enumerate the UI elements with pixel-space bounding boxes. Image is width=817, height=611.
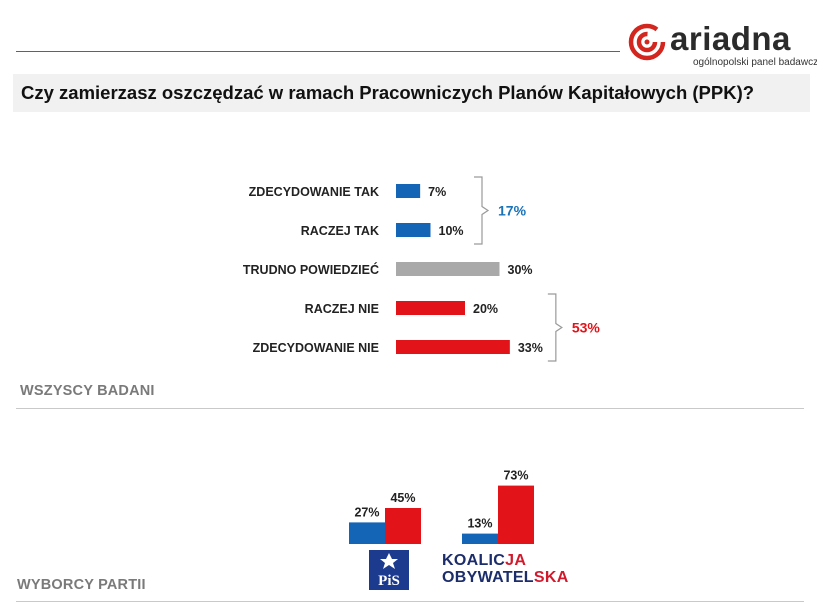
group-total-label: 17% bbox=[498, 203, 527, 219]
party-bar bbox=[462, 533, 498, 544]
bar-value-label: 33% bbox=[518, 341, 543, 355]
bar-category-label: RACZEJ TAK bbox=[301, 224, 379, 238]
ko-logo-text-2a: OBYWATEL bbox=[442, 569, 534, 586]
group-bracket bbox=[547, 293, 563, 362]
bar-category-label: ZDECYDOWANIE NIE bbox=[253, 341, 379, 355]
bar-category-label: ZDECYDOWANIE TAK bbox=[249, 185, 379, 199]
party-bar bbox=[349, 522, 385, 544]
ko-logo-text-2b: SKA bbox=[533, 569, 569, 586]
section-label-voters: WYBORCY PARTII bbox=[17, 577, 146, 593]
ko-logo-text-1a: KOALIC bbox=[442, 552, 506, 569]
title-bar: Czy zamierzasz oszczędzać w ramach Praco… bbox=[13, 74, 810, 112]
bar bbox=[396, 262, 500, 276]
ariadna-logo: ariadna ogólnopolski panel badawczy bbox=[626, 20, 817, 70]
party-bar bbox=[498, 485, 534, 544]
party-bar-value-label: 73% bbox=[503, 469, 528, 483]
ko-logo-text-1b: JA bbox=[505, 552, 527, 569]
section-rule-voters bbox=[16, 601, 804, 602]
section-label-all: WSZYSCY BADANI bbox=[20, 383, 155, 399]
chart-title: Czy zamierzasz oszczędzać w ramach Praco… bbox=[21, 82, 755, 103]
group-total-label: 53% bbox=[572, 320, 601, 336]
party-bar-value-label: 45% bbox=[390, 491, 415, 505]
header-rule bbox=[16, 51, 620, 52]
brand-name: ariadna bbox=[670, 20, 791, 57]
bar bbox=[396, 301, 465, 315]
bar-category-label: RACZEJ NIE bbox=[305, 302, 379, 316]
pis-logo: PiS bbox=[369, 550, 409, 590]
bar-value-label: 10% bbox=[439, 224, 464, 238]
group-bracket bbox=[474, 176, 490, 245]
bar bbox=[396, 223, 431, 237]
ariadna-spiral-icon bbox=[628, 23, 666, 61]
bar-value-label: 30% bbox=[508, 263, 533, 277]
party-bar-value-label: 13% bbox=[467, 517, 492, 531]
bar-category-label: TRUDNO POWIEDZIEĆ bbox=[243, 262, 379, 277]
bar bbox=[396, 340, 510, 354]
section-rule-all bbox=[16, 408, 804, 409]
bar-value-label: 20% bbox=[473, 302, 498, 316]
party-bar bbox=[385, 508, 421, 544]
bar-value-label: 7% bbox=[428, 185, 446, 199]
overall-bar-chart: ZDECYDOWANIE TAK 7% RACZEJ TAK 10% TRUDNO PO… bbox=[243, 176, 601, 362]
party-bar-value-label: 27% bbox=[354, 505, 379, 519]
brand-tagline: ogólnopolski panel badawczy bbox=[693, 57, 817, 68]
bar bbox=[396, 184, 421, 198]
ko-logo: KOALICJA OBYWATELSKA bbox=[442, 552, 568, 586]
pis-logo-text: PiS bbox=[378, 573, 400, 589]
